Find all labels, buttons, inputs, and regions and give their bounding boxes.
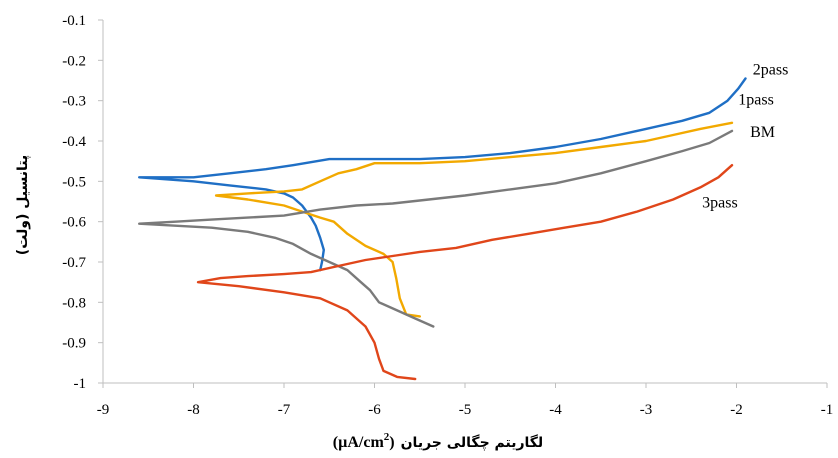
x-axis-ticks: -9 -8 -7 -6 -5 -4 -3 -2 -1 (97, 383, 834, 418)
x-tick-label: -7 (278, 402, 291, 418)
series-line-2pass (138, 77, 747, 272)
series-line-1pass (214, 121, 734, 318)
x-axis-title-text: لگاریتم چگالی جریان (401, 434, 544, 451)
x-tick-label: -3 (640, 402, 653, 418)
series-lines (138, 77, 747, 381)
x-tick-label: -6 (368, 402, 381, 418)
series-label-3pass: 3pass (702, 195, 738, 212)
y-tick-label: -0.1 (62, 13, 86, 29)
x-axis-title: (µA/cm2) لگاریتم چگالی جریان (333, 431, 543, 451)
x-tick-label: -4 (549, 402, 562, 418)
y-tick-label: -0.5 (62, 174, 86, 190)
x-axis-title-unit-close: ) (389, 434, 394, 451)
y-tick-label: -0.3 (62, 94, 86, 110)
y-tick-label: -0.8 (62, 295, 86, 311)
x-axis-title-unit: (µA/cm (333, 434, 385, 451)
y-tick-label: -0.4 (62, 134, 86, 150)
y-tick-label: -0.9 (62, 336, 86, 352)
series-labels: 2pass 1pass BM 3pass (702, 61, 788, 211)
series-label-1pass: 1pass (738, 92, 774, 109)
y-tick-label: -1 (74, 376, 87, 392)
x-tick-label: -5 (459, 402, 472, 418)
y-tick-label: -0.7 (62, 255, 86, 271)
x-tick-label: -9 (97, 402, 110, 418)
series-line-3pass (196, 164, 734, 381)
y-tick-label: -0.6 (62, 215, 86, 231)
y-axis-title: پتانسیل (ولت) (15, 155, 31, 255)
x-tick-label: -8 (187, 402, 200, 418)
y-axis-ticks: -0.1 -0.2 -0.3 -0.4 -0.5 -0.6 -0.7 -0.8 -0.9 -1 (62, 13, 103, 392)
x-tick-label: -1 (821, 402, 834, 418)
series-label-bm: BM (750, 124, 775, 141)
series-line-bm (138, 129, 734, 328)
x-axis-title-unit-sup: 2 (384, 431, 390, 443)
y-tick-label: -0.2 (62, 53, 86, 69)
series-label-2pass: 2pass (753, 61, 789, 78)
x-tick-label: -2 (730, 402, 743, 418)
